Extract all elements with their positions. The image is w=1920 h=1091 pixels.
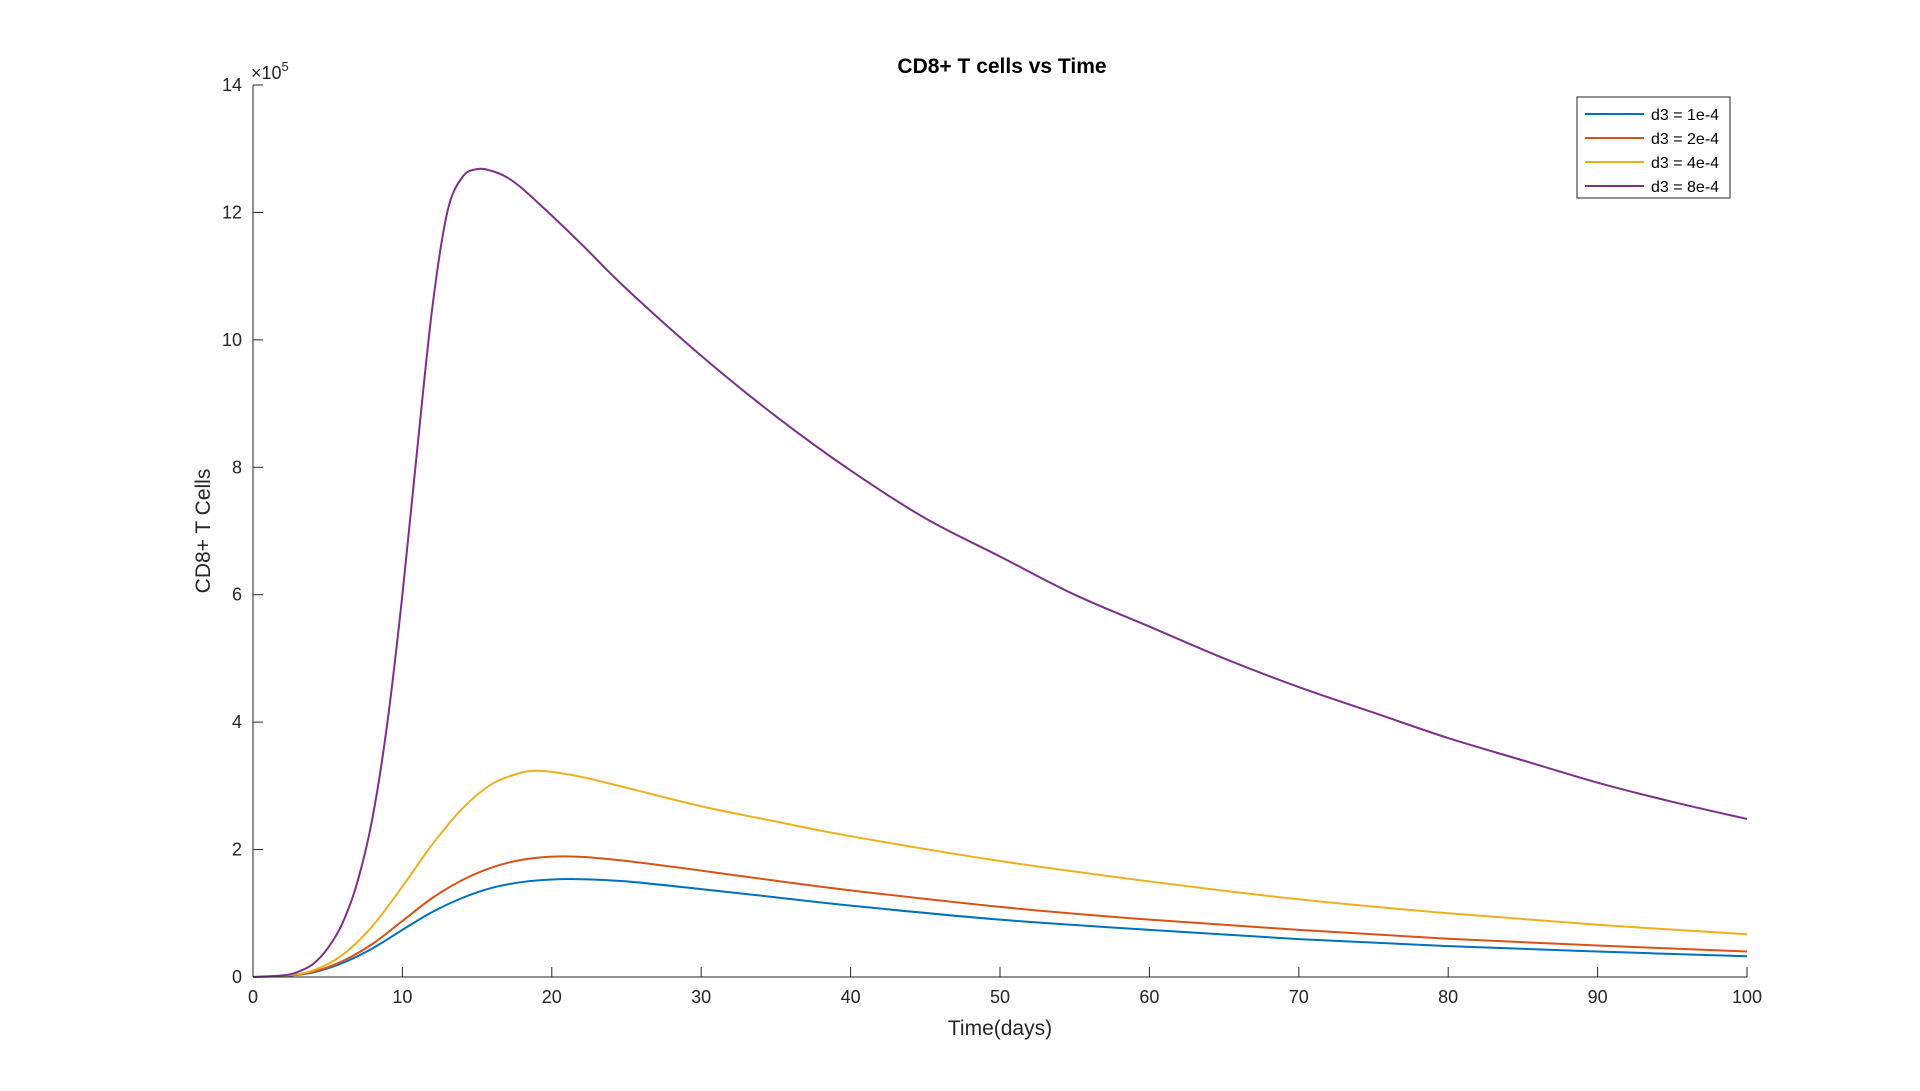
y-tick-label: 2 <box>232 840 242 860</box>
legend-label: d3 = 1e-4 <box>1651 107 1719 124</box>
x-tick-label: 30 <box>691 987 711 1007</box>
series-line-1 <box>252 878 1748 978</box>
x-tick-label: 70 <box>1289 987 1309 1007</box>
x-tick-label: 0 <box>248 987 258 1007</box>
legend-label: d3 = 4e-4 <box>1651 155 1719 172</box>
y-multiplier: ×105 <box>251 59 289 83</box>
chart-title: CD8+ T cells vs Time <box>897 55 1106 78</box>
y-tick-label: 12 <box>222 202 242 222</box>
y-tick-label: 14 <box>222 75 242 95</box>
x-tick-label: 80 <box>1438 987 1458 1007</box>
y-tick-label: 10 <box>222 330 242 350</box>
x-tick-label: 50 <box>990 987 1010 1007</box>
y-tick-label: 0 <box>232 967 242 987</box>
series-line-4 <box>252 167 1748 978</box>
x-tick-label: 20 <box>542 987 562 1007</box>
x-tick-label: 90 <box>1588 987 1608 1007</box>
legend-label: d3 = 2e-4 <box>1651 131 1719 148</box>
x-axis: 0 10 20 30 40 50 60 70 80 90 100 <box>248 967 1762 1007</box>
x-tick-label: 60 <box>1139 987 1159 1007</box>
x-axis-title: Time(days) <box>948 1017 1052 1040</box>
series-line-2 <box>252 855 1748 978</box>
y-tick-label: 6 <box>232 585 242 605</box>
y-tick-label: 8 <box>232 457 242 477</box>
y-axis: 0 2 4 6 8 10 12 14 <box>222 75 263 987</box>
y-tick-label: 4 <box>232 712 242 732</box>
series-group <box>252 167 1748 978</box>
x-tick-label: 40 <box>841 987 861 1007</box>
x-tick-label: 10 <box>392 987 412 1007</box>
y-axis-title: CD8+ T Cells <box>192 469 215 594</box>
legend-box <box>1576 96 1731 199</box>
legend-label: d3 = 8e-4 <box>1651 179 1719 196</box>
series-line-3 <box>252 769 1748 978</box>
x-tick-label: 100 <box>1732 987 1762 1007</box>
legend: d3 = 1e-4 d3 = 2e-4 d3 = 4e-4 d3 = 8e-4 <box>1576 96 1731 199</box>
